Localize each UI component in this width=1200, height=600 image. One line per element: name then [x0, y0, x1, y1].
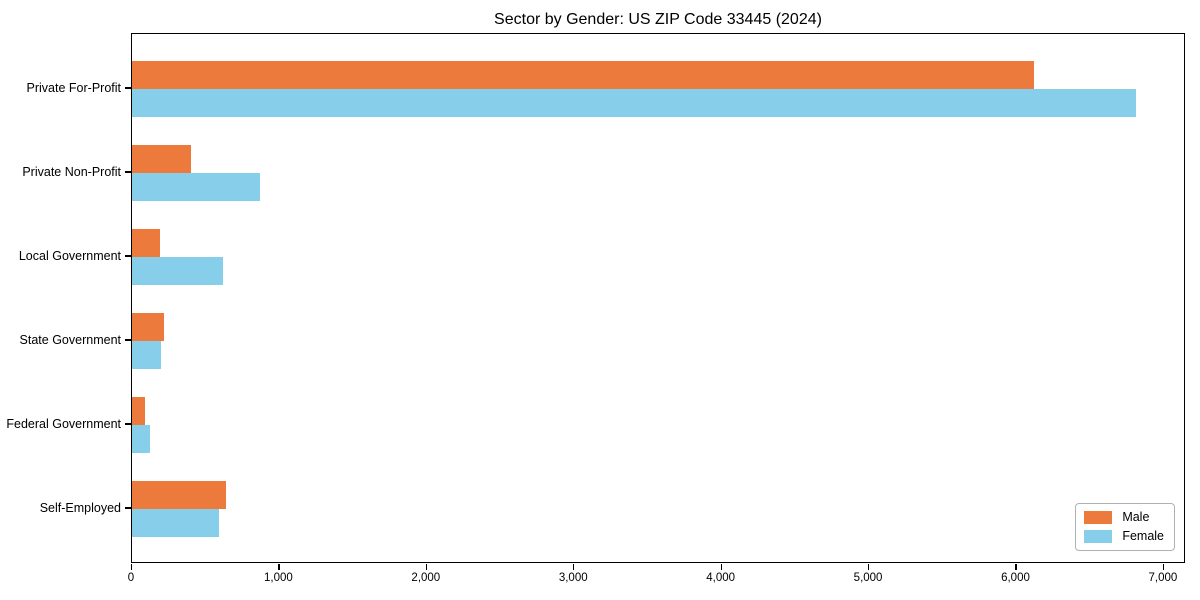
chart-title: Sector by Gender: US ZIP Code 33445 (202… — [494, 11, 822, 28]
x-tick-label: 3,000 — [558, 572, 588, 584]
y-tick — [125, 423, 131, 425]
y-tick — [125, 255, 131, 257]
x-tick — [720, 564, 722, 570]
x-tick — [1015, 564, 1017, 570]
x-tick-label: 7,000 — [1148, 572, 1178, 584]
x-tick-label: 1,000 — [264, 572, 293, 584]
plot-area: Male Female — [131, 33, 1185, 563]
bar-female-3 — [132, 257, 224, 285]
x-tick-label: 6,000 — [1001, 572, 1030, 584]
x-tick-label: 0 — [127, 572, 135, 584]
y-tick-label: Private For-Profit — [26, 81, 121, 95]
y-tick-label: Local Government — [18, 249, 121, 263]
bar-male-6 — [132, 481, 227, 509]
y-tick-label: Self-Employed — [39, 501, 121, 515]
bar-female-5 — [132, 425, 151, 453]
x-tick — [1162, 564, 1165, 570]
legend-label: Male — [1122, 510, 1150, 525]
y-tick — [125, 507, 131, 509]
legend-entry: Female — [1084, 530, 1164, 543]
legend: Male Female — [1075, 503, 1175, 551]
legend-label: Female — [1122, 529, 1164, 544]
y-tick — [125, 171, 131, 173]
legend-swatch-female — [1084, 530, 1113, 543]
x-tick — [131, 564, 133, 570]
bar-female-6 — [132, 509, 219, 537]
bar-male-4 — [132, 313, 165, 341]
x-tick — [573, 564, 575, 570]
y-tick-label: Federal Government — [6, 417, 121, 431]
y-tick-label: Private Non-Profit — [22, 165, 121, 179]
x-tick-label: 4,000 — [706, 572, 736, 584]
bar-female-2 — [132, 173, 261, 201]
legend-entry: Male — [1084, 511, 1164, 524]
x-tick-label: 2,000 — [411, 572, 441, 584]
x-tick — [868, 564, 870, 570]
bar-female-1 — [132, 89, 1136, 117]
legend-swatch-male — [1084, 511, 1113, 524]
y-tick-label: State Government — [19, 333, 121, 347]
bar-male-1 — [132, 61, 1035, 89]
bar-male-2 — [132, 145, 191, 173]
x-tick-label: 5,000 — [853, 572, 883, 584]
bar-male-3 — [132, 229, 160, 257]
x-tick — [425, 564, 427, 570]
bar-male-5 — [132, 397, 146, 425]
y-tick — [125, 339, 131, 341]
x-tick — [278, 564, 280, 570]
bar-female-4 — [132, 341, 162, 369]
y-tick — [125, 87, 131, 89]
